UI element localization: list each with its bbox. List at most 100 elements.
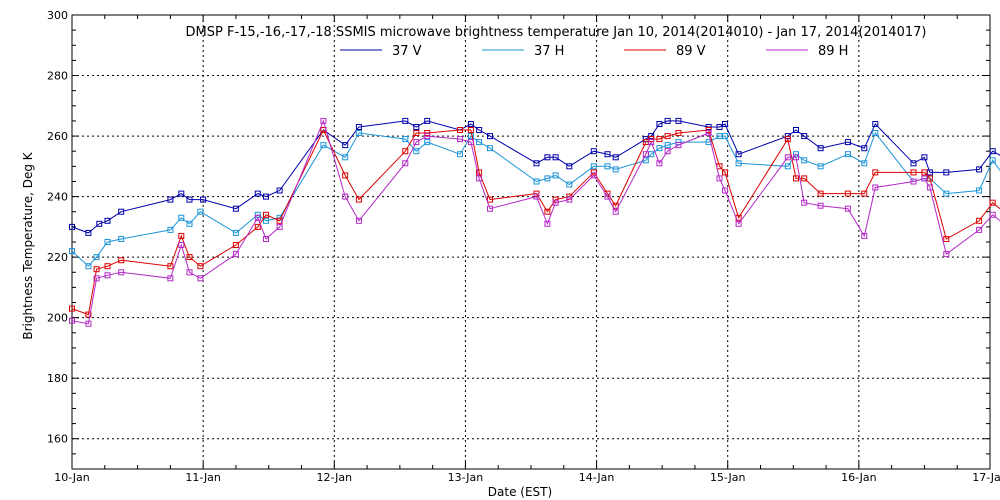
data-point <box>910 178 917 185</box>
x-axis-label: Date (EST) <box>488 485 552 499</box>
data-point <box>552 172 559 179</box>
y-tick-label: 300 <box>47 9 68 22</box>
data-point <box>186 254 193 261</box>
data-point <box>320 117 327 124</box>
data-point <box>402 148 409 155</box>
data-point <box>910 169 917 176</box>
data-point <box>263 193 269 200</box>
series-line <box>71 128 1000 316</box>
data-point <box>533 160 540 167</box>
data-point <box>467 121 474 127</box>
data-point <box>93 254 100 261</box>
legend-label: 89 H <box>818 44 848 59</box>
data-point <box>722 187 728 194</box>
data-point <box>104 272 111 279</box>
data-point <box>167 226 174 233</box>
data-point <box>197 208 204 215</box>
y-tick-label: 200 <box>47 312 68 325</box>
data-point <box>254 214 261 221</box>
axis-ticks: 160 180 200 220 240 260 280 300 10-Jan 11-Jan 12-J… <box>47 9 1000 484</box>
data-point <box>342 193 349 200</box>
data-point <box>566 163 573 170</box>
data-point <box>118 236 125 242</box>
data-point <box>604 163 611 170</box>
data-point <box>320 142 327 149</box>
series-layer <box>69 117 1000 327</box>
data-point <box>85 263 92 270</box>
data-point <box>402 117 409 124</box>
data-point <box>784 136 791 143</box>
data-point <box>178 232 185 239</box>
data-point <box>178 190 185 197</box>
data-point <box>656 136 663 143</box>
data-point <box>861 145 868 152</box>
data-point <box>566 181 573 188</box>
data-point <box>178 242 185 248</box>
legend-label: 89 V <box>676 44 706 59</box>
data-point <box>793 154 799 161</box>
data-point <box>722 121 728 127</box>
data-point <box>716 175 723 182</box>
data-point <box>413 148 420 155</box>
data-point <box>186 269 193 276</box>
data-point <box>355 124 362 130</box>
data-point <box>590 172 597 179</box>
x-tick-label: 17-Jan <box>972 471 1000 484</box>
data-point <box>254 190 261 197</box>
series-37-h <box>69 130 1000 270</box>
data-point <box>186 196 193 203</box>
data-point <box>784 154 791 161</box>
data-point <box>612 202 619 209</box>
data-point <box>943 251 950 258</box>
legend-label: 37 V <box>392 44 422 59</box>
data-point <box>976 217 983 224</box>
data-point <box>989 199 996 206</box>
data-point <box>487 145 493 152</box>
data-point <box>276 223 283 230</box>
data-point <box>85 311 92 318</box>
data-point <box>118 269 125 276</box>
data-point <box>232 229 239 236</box>
x-tick-label: 10-Jan <box>54 471 90 484</box>
data-point <box>642 157 649 164</box>
data-point <box>921 169 928 176</box>
data-point <box>355 217 362 224</box>
data-point <box>817 202 824 209</box>
data-point <box>200 196 207 203</box>
legend: 37 V 37 H 89 V 89 H <box>340 44 848 59</box>
data-point <box>784 163 791 170</box>
data-point <box>989 148 996 155</box>
data-point <box>612 154 619 161</box>
grid-lines <box>72 15 990 469</box>
series-89-v <box>69 127 1000 318</box>
data-point <box>801 133 808 140</box>
data-point <box>263 217 269 224</box>
x-tick-label: 16-Jan <box>841 471 877 484</box>
data-point <box>487 196 493 203</box>
data-point <box>118 208 125 215</box>
data-point <box>844 139 851 146</box>
data-point <box>648 139 655 146</box>
data-point <box>544 220 551 227</box>
data-point <box>186 220 193 227</box>
data-point <box>476 127 483 133</box>
data-point <box>943 169 950 176</box>
data-point <box>872 130 879 136</box>
data-point <box>705 130 712 136</box>
data-point <box>722 133 728 140</box>
data-point <box>457 151 463 158</box>
data-point <box>976 226 983 233</box>
data-point <box>476 169 483 176</box>
data-point <box>675 142 682 149</box>
data-point <box>552 154 559 161</box>
data-point <box>664 142 671 149</box>
data-point <box>861 160 868 167</box>
data-point <box>342 172 349 179</box>
data-point <box>801 199 808 206</box>
data-point <box>943 190 950 197</box>
data-point <box>197 263 204 270</box>
data-point <box>590 163 597 170</box>
x-tick-label: 14-Jan <box>579 471 615 484</box>
data-point <box>424 117 431 124</box>
